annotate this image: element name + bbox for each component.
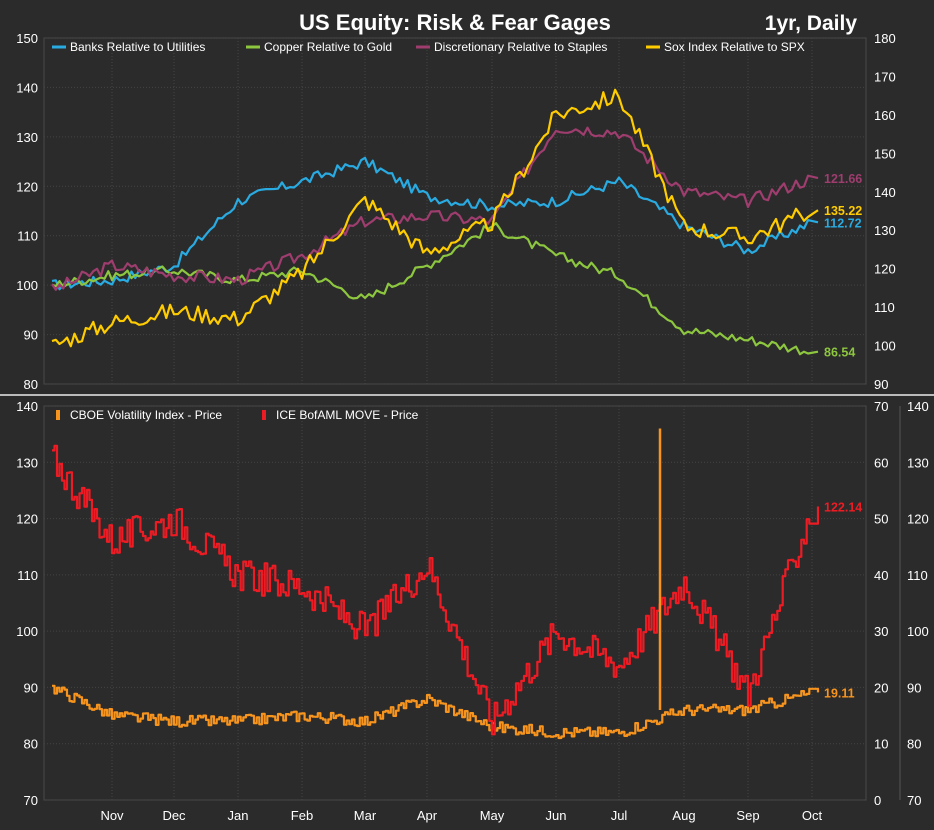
legend-entry: Copper Relative to Gold (264, 40, 392, 54)
right-axis-tick-label: 150 (874, 146, 896, 161)
right-inner-axis-tick-label: 30 (874, 624, 888, 639)
x-axis-tick-label: Aug (672, 808, 695, 823)
x-axis-tick-label: Jan (228, 808, 249, 823)
right-inner-axis-tick-label: 0 (874, 793, 881, 808)
legend-entry: Sox Index Relative to SPX (664, 40, 805, 54)
series-line (51, 126, 819, 291)
left-axis-tick-label: 80 (24, 377, 38, 392)
right-axis-tick-label: 160 (874, 108, 896, 123)
x-axis: Nov Dec Jan Feb Mar Apr May Jun Jul Aug Sep Oct (100, 808, 822, 823)
legend-entry: Discretionary Relative to Staples (434, 40, 607, 54)
right-outer-axis-tick-label: 130 (907, 455, 929, 470)
series-last-value-label: 122.14 (824, 501, 862, 515)
right-axis-tick-label: 120 (874, 262, 896, 277)
top-panel: 80 90 100 110 120 130 140 150 90 100 110 120 130 140 1… (16, 31, 895, 392)
left-axis-tick-label: 110 (17, 229, 38, 244)
x-axis-tick-label: Oct (802, 808, 823, 823)
right-inner-axis-tick-label: 50 (874, 512, 888, 527)
chart-title: US Equity: Risk & Fear Gages (299, 10, 611, 35)
left-axis-tick-label: 100 (16, 624, 38, 639)
x-axis-tick-label: Nov (100, 808, 124, 823)
series-line (51, 222, 819, 356)
x-axis-tick-label: Mar (354, 808, 377, 823)
left-axis-tick-label: 120 (16, 512, 38, 527)
right-outer-axis-tick-label: 120 (907, 512, 929, 527)
legend-swatch (262, 410, 266, 420)
legend: Banks Relative to Utilities Copper Relati… (52, 40, 805, 54)
left-axis-tick-label: 130 (16, 130, 38, 145)
left-axis-tick-label: 70 (24, 793, 38, 808)
right-outer-axis-tick-label: 90 (907, 680, 921, 695)
series-last-value-label: 19.11 (824, 686, 855, 700)
x-axis-tick-label: Apr (417, 808, 438, 823)
right-axis-tick-label: 90 (874, 377, 888, 392)
right-axis-tick-label: 130 (874, 223, 896, 238)
legend-entry: Banks Relative to Utilities (70, 40, 205, 54)
right-inner-axis-tick-label: 70 (874, 399, 888, 414)
right-outer-axis-tick-label: 110 (907, 568, 928, 583)
right-inner-axis-tick-label: 40 (874, 568, 888, 583)
legend-entry: CBOE Volatility Index - Price (70, 408, 222, 422)
legend-entry: ICE BofAML MOVE - Price (276, 408, 419, 422)
left-axis-tick-label: 100 (16, 278, 38, 293)
bottom-panel: 70 80 90 100 110 120 130 140 0 10 20 30 40 50 60 70 70 80… (16, 399, 928, 808)
series-line (52, 444, 820, 736)
series-last-value-label: 86.54 (824, 346, 855, 360)
x-axis-tick-label: Sep (736, 808, 759, 823)
right-inner-axis-tick-label: 10 (874, 737, 888, 752)
left-axis-tick-label: 120 (16, 179, 38, 194)
right-outer-axis-tick-label: 100 (907, 624, 929, 639)
right-axis-tick-label: 180 (874, 31, 896, 46)
left-axis-tick-label: 110 (17, 568, 38, 583)
right-outer-axis-tick-label: 80 (907, 737, 921, 752)
left-axis-tick-label: 130 (16, 455, 38, 470)
left-axis-tick-label: 140 (16, 80, 38, 95)
series-group (51, 88, 819, 356)
series-last-value-label: 112.72 (824, 216, 862, 230)
legend: CBOE Volatility Index - Price ICE BofAML … (56, 408, 419, 422)
right-inner-axis-tick-label: 20 (874, 680, 888, 695)
x-axis-tick-label: Jul (611, 808, 628, 823)
right-axis-tick-label: 100 (874, 339, 896, 354)
left-axis-tick-label: 90 (24, 680, 38, 695)
series-group (52, 428, 820, 740)
series-last-value-label: 121.66 (824, 172, 862, 186)
series-line (51, 88, 819, 348)
x-axis-tick-label: Jun (546, 808, 567, 823)
x-axis-tick-label: May (480, 808, 505, 823)
right-axis-tick-label: 170 (874, 69, 896, 84)
left-axis-tick-label: 140 (16, 399, 38, 414)
right-axis-tick-label: 110 (874, 300, 895, 315)
series-line (52, 684, 820, 740)
left-axis-tick-label: 90 (24, 328, 38, 343)
right-outer-axis-tick-label: 70 (907, 793, 921, 808)
series-last-value-label: 135.22 (824, 204, 862, 218)
left-axis-tick-label: 150 (16, 31, 38, 46)
right-outer-axis-tick-label: 140 (907, 399, 929, 414)
right-axis-tick-label: 140 (874, 185, 896, 200)
x-axis-tick-label: Dec (162, 808, 186, 823)
right-inner-axis-tick-label: 60 (874, 455, 888, 470)
left-axis-tick-label: 80 (24, 737, 38, 752)
period-label: 1yr, Daily (765, 12, 858, 35)
legend-swatch (56, 410, 60, 420)
x-axis-tick-label: Feb (291, 808, 313, 823)
